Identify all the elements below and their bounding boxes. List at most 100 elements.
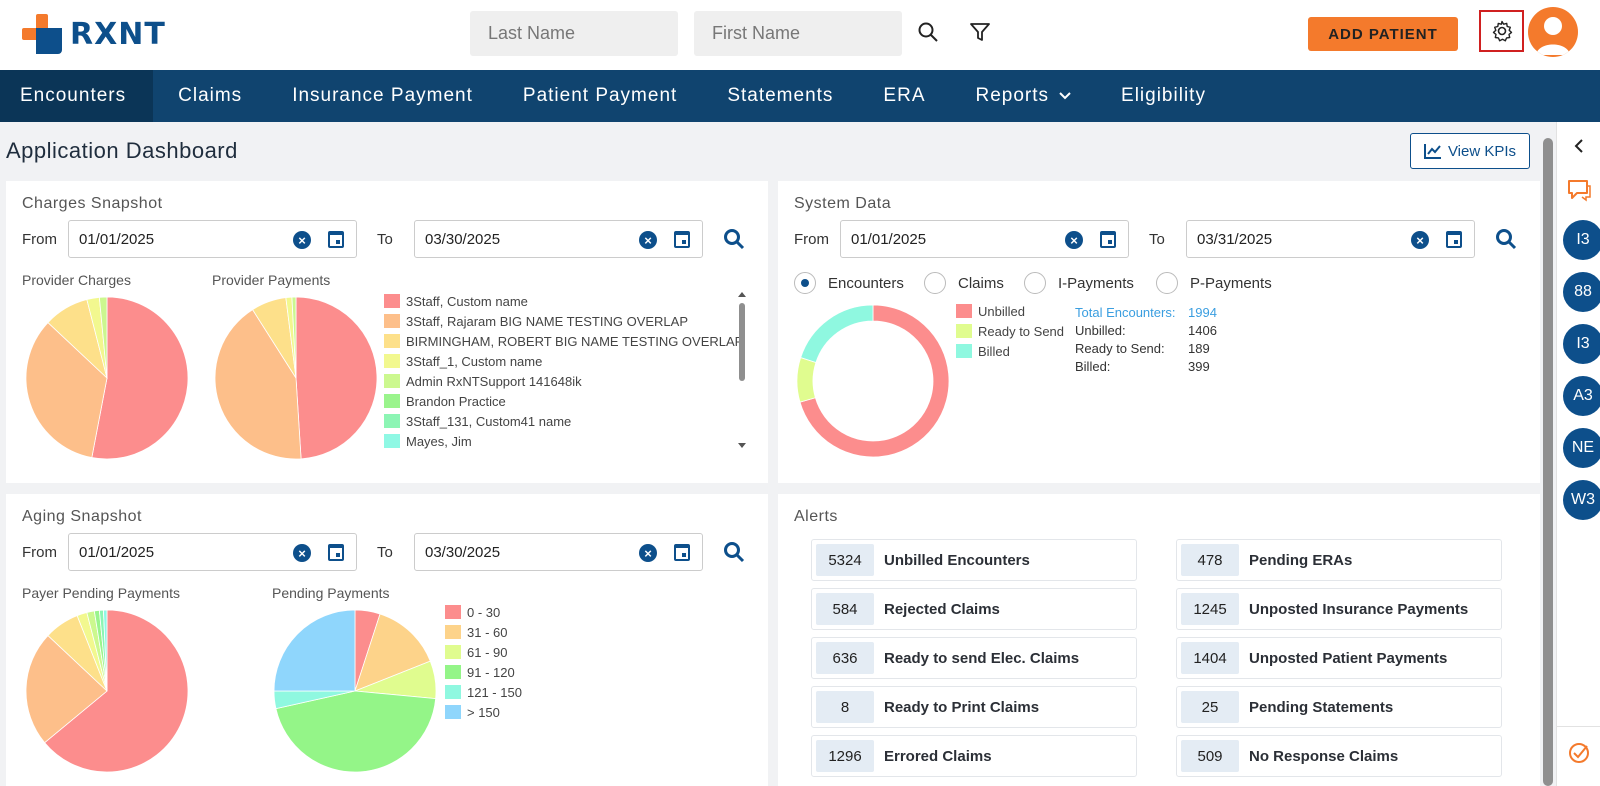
sidebar-pill[interactable]: NE — [1563, 428, 1600, 468]
radio-i-payments[interactable]: I-Payments — [1024, 272, 1134, 294]
pie-slice[interactable] — [25, 634, 108, 744]
filter-icon[interactable] — [966, 18, 994, 46]
sidebar-pill[interactable]: I3 — [1563, 220, 1600, 260]
pie-slice[interactable] — [796, 357, 817, 403]
radio-encounters[interactable]: Encounters — [794, 272, 904, 294]
sidebar-pill[interactable]: W3 — [1563, 480, 1600, 520]
legend-swatch — [445, 685, 461, 699]
from-date-field[interactable]: 01/01/2025 × — [840, 220, 1129, 258]
total-encounters-label: Total Encounters: — [1075, 305, 1176, 320]
clear-icon[interactable]: × — [293, 231, 311, 249]
alert-unposted-insurance-payments[interactable]: 1245 Unposted Insurance Payments — [1176, 588, 1502, 630]
page-scrollbar[interactable] — [1543, 138, 1553, 786]
clear-icon[interactable]: × — [293, 544, 311, 562]
pie-slice[interactable] — [273, 609, 356, 692]
legend-swatch — [956, 304, 972, 318]
alert-no-response-claims[interactable]: 509 No Response Claims — [1176, 735, 1502, 777]
pie-slice[interactable] — [354, 613, 431, 692]
sidebar-pill[interactable]: A3 — [1563, 376, 1600, 416]
legend-label: Brandon Practice — [406, 393, 506, 409]
from-date-field[interactable]: 01/01/2025 × — [68, 220, 357, 258]
scroll-up-icon[interactable] — [738, 291, 746, 297]
calendar-icon[interactable] — [674, 231, 690, 248]
to-date-field[interactable]: 03/31/2025 × — [1186, 220, 1475, 258]
pie-slice[interactable] — [800, 304, 874, 363]
pie-slice[interactable] — [103, 609, 108, 692]
user-avatar[interactable] — [1528, 7, 1578, 57]
search-icon[interactable] — [722, 227, 746, 251]
search-icon[interactable] — [1494, 227, 1518, 251]
search-icon[interactable] — [914, 18, 942, 46]
alert-ready-to-print-claims[interactable]: 8 Ready to Print Claims — [811, 686, 1137, 728]
nav-era[interactable]: ERA — [883, 85, 926, 106]
calendar-icon[interactable] — [1100, 231, 1116, 248]
radio-claims[interactable]: Claims — [924, 272, 1004, 294]
view-kpis-button[interactable]: View KPIs — [1410, 133, 1530, 169]
pie-slice[interactable] — [275, 690, 437, 773]
legend-item: Ready to Send — [956, 321, 1086, 341]
sidebar-pill[interactable]: I3 — [1563, 324, 1600, 364]
scroll-down-icon[interactable] — [738, 443, 746, 449]
pie-slice[interactable] — [98, 296, 108, 379]
pie-slice[interactable] — [291, 296, 297, 379]
chevron-left-icon[interactable] — [1574, 139, 1584, 153]
search-icon[interactable] — [722, 540, 746, 564]
legend-label: Billed — [978, 343, 1010, 359]
pie-slice[interactable] — [44, 609, 189, 773]
pie-slice[interactable] — [799, 304, 950, 458]
radio-p-payments[interactable]: P-Payments — [1156, 272, 1272, 294]
chat-icon[interactable] — [1566, 178, 1592, 202]
radio-label: Claims — [958, 274, 1004, 292]
from-date-field[interactable]: 01/01/2025 × — [68, 533, 357, 571]
alert-unposted-patient-payments[interactable]: 1404 Unposted Patient Payments — [1176, 637, 1502, 679]
charges-snapshot-card: Charges Snapshot From 01/01/2025 × To 03… — [6, 181, 768, 483]
calendar-icon[interactable] — [328, 231, 344, 248]
alert-label: Ready to Print Claims — [884, 699, 1040, 716]
clear-icon[interactable]: × — [639, 544, 657, 562]
nav-encounters[interactable]: Encounters — [0, 70, 154, 122]
alert-pending-eras[interactable]: 478 Pending ERAs — [1176, 539, 1502, 581]
last-name-input[interactable]: Last Name — [470, 11, 678, 56]
calendar-icon[interactable] — [1446, 231, 1462, 248]
pie-slice[interactable] — [295, 296, 378, 460]
clear-icon[interactable]: × — [1065, 231, 1083, 249]
nav-claims[interactable]: Claims — [178, 85, 243, 106]
legend-label: Mayes, Jim — [406, 433, 472, 449]
legend-scrollbar[interactable] — [738, 291, 746, 449]
pie-slice[interactable] — [91, 296, 189, 460]
calendar-icon[interactable] — [674, 544, 690, 561]
settings-gear-icon[interactable] — [1479, 10, 1524, 52]
nav-statements[interactable]: Statements — [727, 85, 834, 106]
task-check-icon[interactable] — [1568, 742, 1590, 764]
page-title: Application Dashboard — [6, 138, 238, 163]
add-patient-button[interactable]: ADD PATIENT — [1308, 17, 1458, 51]
legend-swatch — [445, 645, 461, 659]
right-sidebar: I3 88 I3 A3 NE W3 — [1556, 122, 1600, 786]
alert-pending-statements[interactable]: 25 Pending Statements — [1176, 686, 1502, 728]
legend-swatch — [384, 434, 400, 448]
charges-legend: 3Staff, Custom name 3Staff, Rajaram BIG N… — [384, 291, 744, 451]
to-date-field[interactable]: 03/30/2025 × — [414, 533, 703, 571]
provider-charges-label: Provider Charges — [22, 272, 131, 288]
from-date-value: 01/01/2025 — [851, 231, 927, 248]
clear-icon[interactable]: × — [1411, 231, 1429, 249]
rxnt-logo[interactable]: RXNT — [22, 14, 166, 54]
pie-slice[interactable] — [214, 309, 302, 460]
alert-unbilled-encounters[interactable]: 5324 Unbilled Encounters — [811, 539, 1137, 581]
alert-ready-to-send-elec-claims[interactable]: 636 Ready to send Elec. Claims — [811, 637, 1137, 679]
clear-icon[interactable]: × — [639, 231, 657, 249]
to-date-field[interactable]: 03/30/2025 × — [414, 220, 703, 258]
alert-rejected-claims[interactable]: 584 Rejected Claims — [811, 588, 1137, 630]
from-label: From — [22, 544, 57, 561]
legend-item: 91 - 120 — [445, 662, 565, 682]
nav-eligibility[interactable]: Eligibility — [1121, 85, 1206, 106]
alert-errored-claims[interactable]: 1296 Errored Claims — [811, 735, 1137, 777]
first-name-input[interactable]: First Name — [694, 11, 902, 56]
calendar-icon[interactable] — [328, 544, 344, 561]
system-data-donut — [796, 304, 950, 458]
pie-slice[interactable] — [25, 321, 108, 459]
nav-patient-payment[interactable]: Patient Payment — [522, 85, 678, 106]
sidebar-pill[interactable]: 88 — [1563, 272, 1600, 312]
nav-insurance-payment[interactable]: Insurance Payment — [292, 85, 473, 106]
nav-reports[interactable]: Reports — [951, 70, 1097, 122]
